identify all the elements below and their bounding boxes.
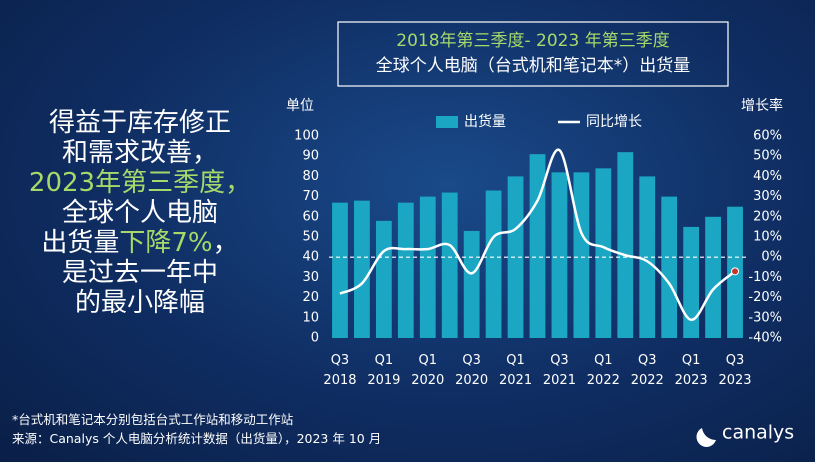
x-tick-label: Q3 2020: [455, 353, 488, 388]
notes: *台式机和笔记本分别包括台式工作站和移动工作站来源：Canalys 个人电脑分析…: [12, 410, 381, 448]
y-tick-label: 0: [311, 331, 319, 346]
x-tick-label: Q1 2022: [587, 353, 620, 388]
legend-label: 同比增长: [586, 114, 642, 130]
y2-tick-label: 30%: [753, 189, 782, 204]
x-tick-label: Q3 2018: [323, 353, 356, 388]
headline-text: 和需求改善，: [61, 138, 218, 168]
headline-text: 的最小降幅: [74, 288, 205, 318]
logo-icon: [696, 428, 716, 447]
y2-tick-label: 10%: [753, 230, 782, 245]
headline-line: 得益于库存修正: [20, 108, 260, 138]
logo-text: canalys: [722, 422, 794, 444]
note: *台式机和笔记本分别包括台式工作站和移动工作站: [12, 412, 294, 427]
chart-subtitle: 全球个人电脑（台式机和笔记本*）出货量: [376, 56, 691, 76]
legend-label: 出货量: [464, 113, 506, 130]
bar: [397, 202, 414, 338]
title-box: [337, 21, 729, 87]
y-tick-label: 100: [294, 129, 319, 144]
y-tick-label: 50: [302, 230, 319, 245]
bar: [507, 176, 524, 338]
headline-line: 的最小降幅: [20, 288, 260, 318]
growth-line: [339, 148, 736, 322]
y2-tick-label: 60%: [753, 129, 782, 144]
y-tick-label: 80: [302, 169, 319, 184]
y-axis-label: 单位: [286, 98, 314, 114]
bar: [419, 196, 436, 338]
bar: [617, 152, 634, 338]
x-tick-label: Q3 2022: [631, 353, 664, 388]
y2-axis-label: 增长率: [741, 97, 783, 114]
bar: [683, 226, 700, 338]
bar: [441, 192, 458, 338]
note: 来源：Canalys 个人电脑分析统计数据（出货量），2023 年 10 月: [12, 431, 382, 446]
y-tick-label: 90: [302, 149, 319, 164]
headline-line: 出货量下降7%，: [20, 228, 260, 258]
y2-tick-label: 40%: [753, 169, 782, 184]
end-marker: [731, 267, 740, 276]
bar: [551, 172, 568, 338]
headline-line: 是过去一年中: [20, 258, 260, 288]
logo: canalys: [696, 422, 794, 447]
y-tick-label: 30: [302, 270, 319, 285]
bar: [705, 216, 721, 338]
headline-text: 全球个人电脑: [61, 198, 218, 228]
y2-tick-label: 20%: [753, 209, 782, 224]
headline-line: 全球个人电脑: [20, 198, 260, 228]
bar: [375, 220, 392, 338]
x-tick-label: Q3 2023: [718, 353, 751, 388]
y2-tick-label: -10%: [748, 270, 782, 285]
headline-line: 2023年第三季度，: [20, 168, 260, 198]
bar: [332, 202, 348, 338]
headline-line: 和需求改善，: [20, 138, 260, 168]
y-tick-label: 70: [302, 189, 319, 204]
bar: [485, 190, 502, 338]
x-tick-label: Q1 2023: [675, 353, 708, 388]
y2-tick-label: -30%: [748, 310, 782, 325]
y-tick-label: 20: [302, 290, 319, 305]
x-tick-label: Q3 2021: [543, 353, 576, 388]
legend-swatch: [436, 116, 458, 128]
y2-tick-label: 0%: [761, 250, 782, 265]
headline-text: 出货量: [41, 228, 120, 258]
bar: [573, 172, 590, 338]
y2-tick-label: -40%: [748, 331, 782, 346]
bar: [595, 168, 612, 338]
bar: [354, 200, 370, 338]
bar: [529, 154, 546, 338]
bar: [463, 230, 480, 338]
headline-text: ，: [212, 228, 239, 258]
x-tick-label: Q1 2020: [411, 353, 444, 388]
headline-text: 2023年第三季度，: [28, 168, 252, 198]
y-tick-label: 10: [302, 310, 319, 325]
headline-text: 得益于库存修正: [48, 108, 231, 138]
headline-text: 是过去一年中: [61, 258, 218, 288]
y2-tick-label: -20%: [748, 290, 782, 305]
chart-title: 2018年第三季度- 2023 年第三季度: [396, 31, 669, 51]
y-tick-label: 40: [302, 250, 319, 265]
y2-tick-label: 50%: [753, 149, 782, 164]
headline-text: 下降7%: [119, 228, 213, 258]
headline: 得益于库存修正 和需求改善， 2023年第三季度， 全球个人电脑 出货量下降7%， 是过去…: [20, 108, 260, 318]
x-tick-label: Q1 2021: [499, 353, 532, 388]
x-tick-label: Q1 2019: [367, 353, 400, 388]
y-tick-label: 60: [302, 209, 319, 224]
bar: [661, 196, 678, 338]
